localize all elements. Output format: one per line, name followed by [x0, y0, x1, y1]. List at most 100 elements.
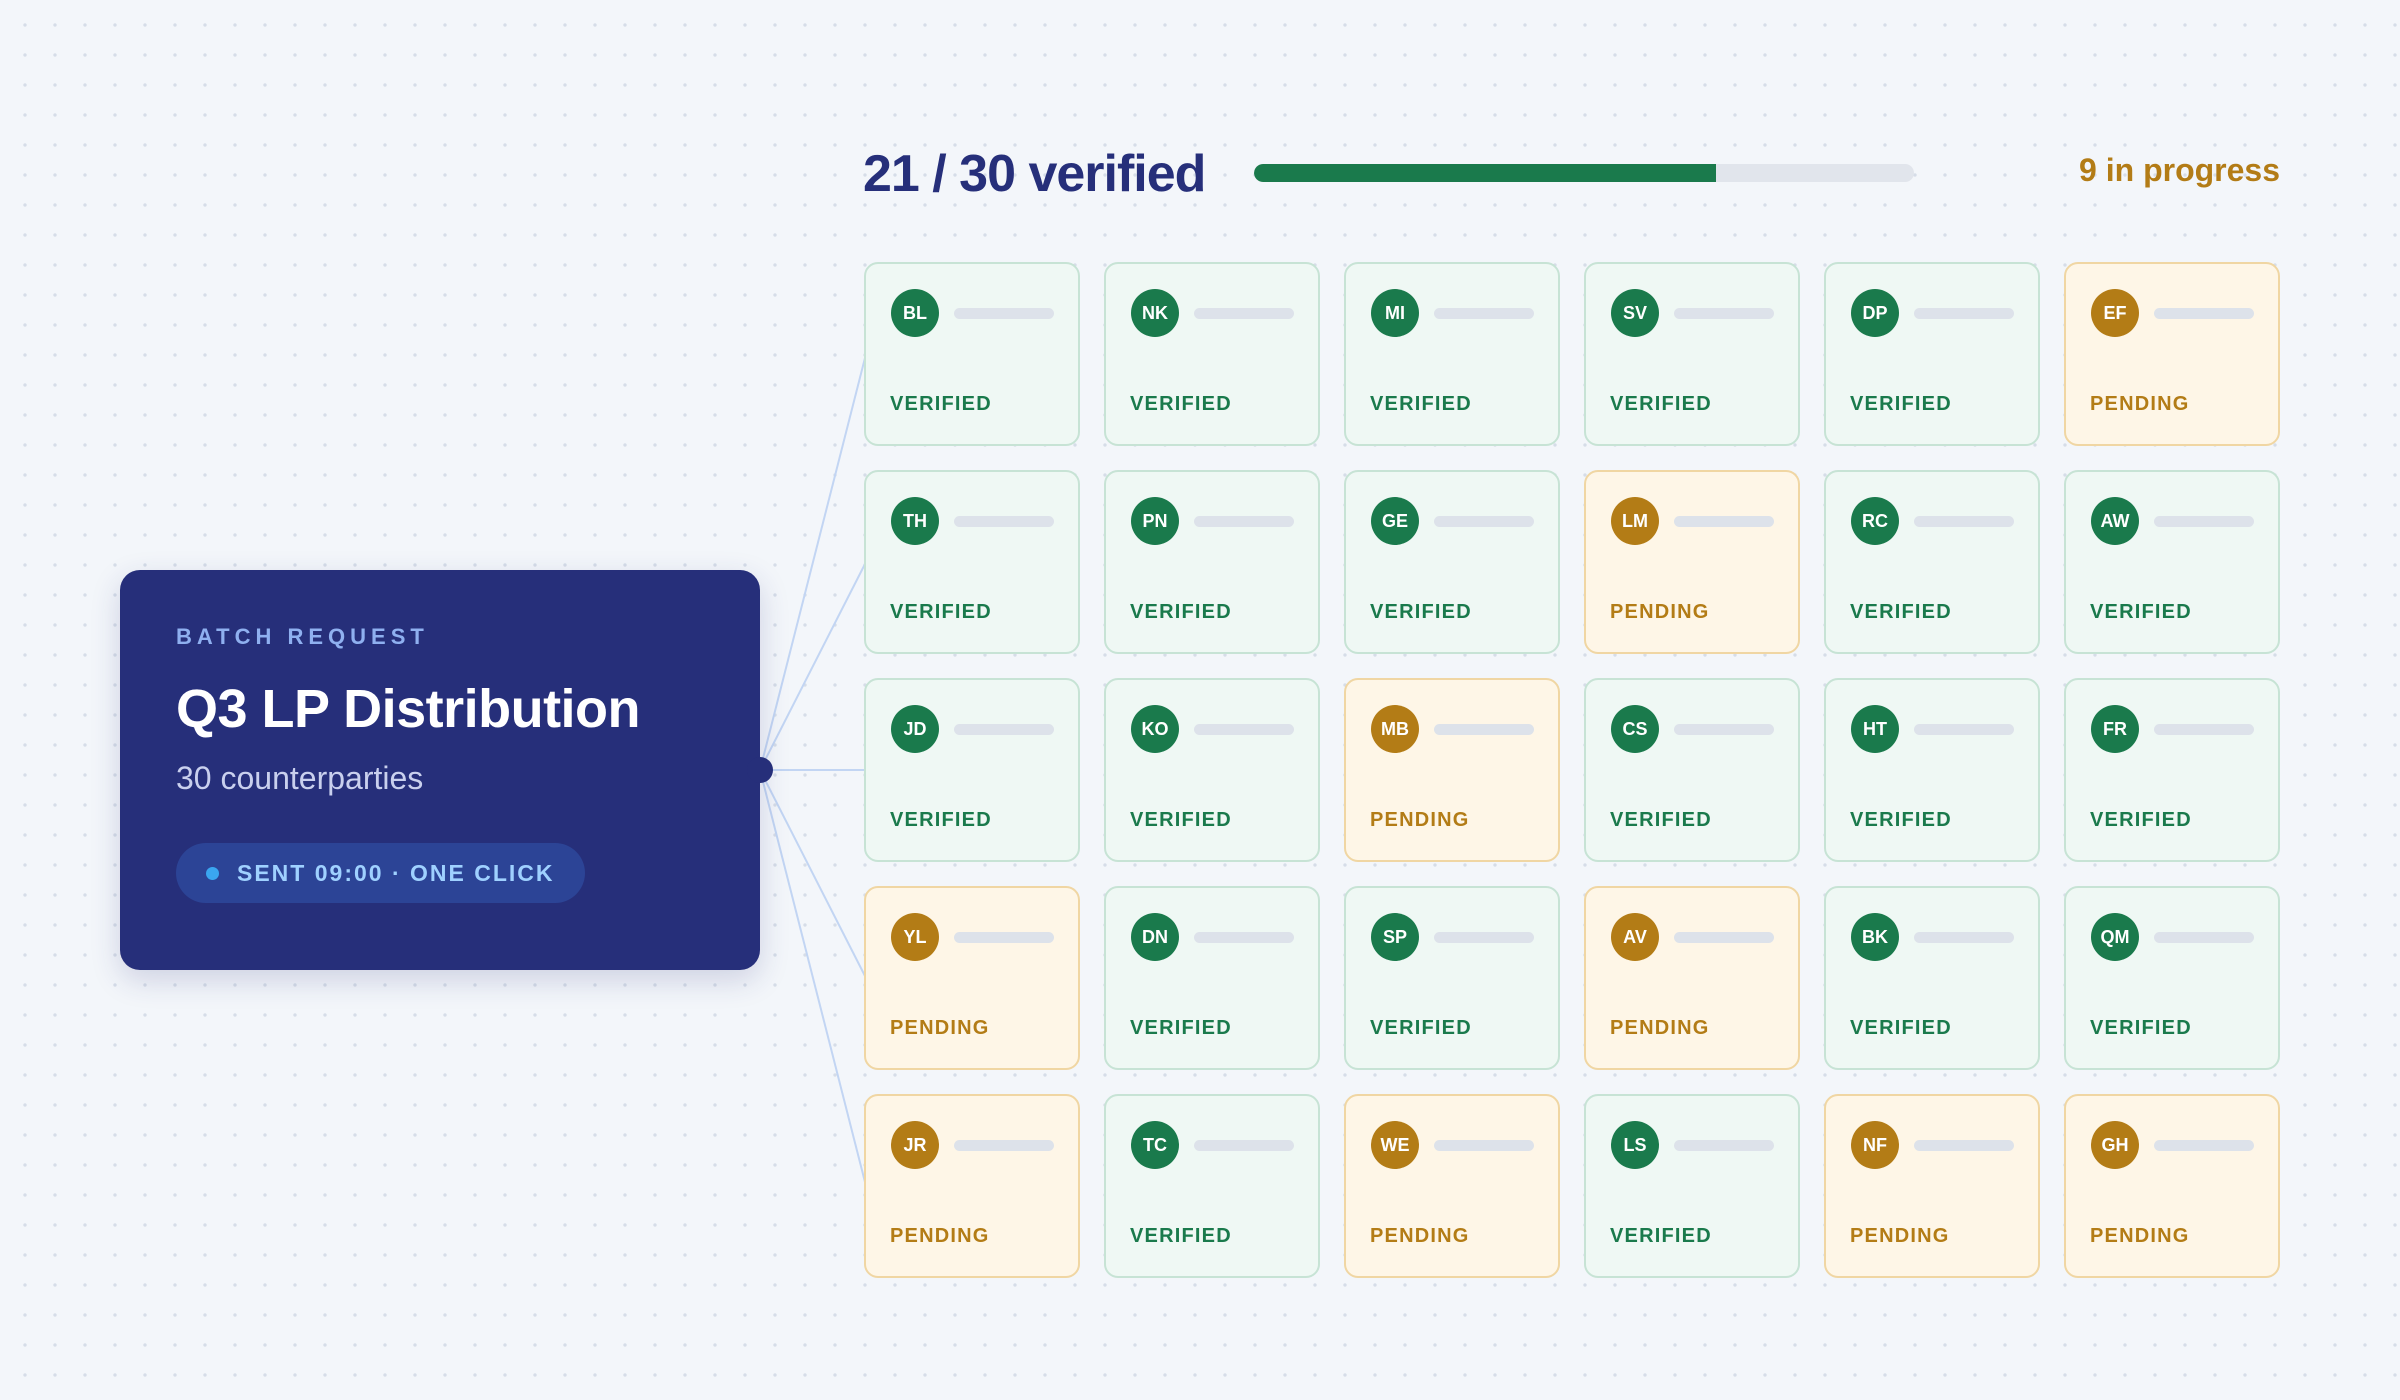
sent-status-text: SENT 09:00 · ONE CLICK — [237, 859, 555, 886]
name-placeholder-line — [1194, 516, 1294, 527]
counterparty-tile[interactable]: FR VERIFIED — [2064, 678, 2280, 862]
counterparty-tile[interactable]: RC VERIFIED — [1824, 470, 2040, 654]
name-placeholder-line — [2154, 516, 2254, 527]
counterparty-tile[interactable]: AV PENDING — [1584, 886, 1800, 1070]
batch-request-card[interactable]: BATCH REQUEST Q3 LP Distribution 30 coun… — [120, 570, 760, 970]
name-placeholder-line — [1914, 932, 2014, 943]
sent-status-pill: SENT 09:00 · ONE CLICK — [176, 843, 585, 903]
status-badge: PENDING — [890, 1225, 990, 1247]
avatar: BL — [891, 289, 939, 337]
counterparty-tile[interactable]: MB PENDING — [1344, 678, 1560, 862]
name-placeholder-line — [1194, 308, 1294, 319]
name-placeholder-line — [1674, 1140, 1774, 1151]
in-progress-count: 9 in progress — [2079, 152, 2280, 188]
avatar: AV — [1611, 913, 1659, 961]
counterparty-tile[interactable]: SP VERIFIED — [1344, 886, 1560, 1070]
counterparty-tile[interactable]: JR PENDING — [864, 1094, 1080, 1278]
verified-count-summary: 21 / 30 verified — [863, 145, 1206, 203]
counterparty-tile[interactable]: EF PENDING — [2064, 262, 2280, 446]
connector-line-row-1 — [759, 353, 867, 771]
avatar: NK — [1131, 289, 1179, 337]
batch-subtitle: 30 counterparties — [176, 760, 424, 796]
name-placeholder-line — [1674, 724, 1774, 735]
counterparty-tile[interactable]: AW VERIFIED — [2064, 470, 2280, 654]
counterparty-tile[interactable]: CS VERIFIED — [1584, 678, 1800, 862]
connector-line-row-2 — [759, 561, 867, 771]
status-badge: VERIFIED — [2090, 809, 2192, 831]
avatar: CS — [1611, 705, 1659, 753]
counterparty-tile[interactable]: JD VERIFIED — [864, 678, 1080, 862]
status-badge: VERIFIED — [890, 809, 992, 831]
status-badge: VERIFIED — [1850, 393, 1952, 415]
counterparty-tile[interactable]: DN VERIFIED — [1104, 886, 1320, 1070]
connector-line-row-4 — [759, 769, 867, 979]
counterparty-tile[interactable]: MI VERIFIED — [1344, 262, 1560, 446]
avatar: JR — [891, 1121, 939, 1169]
avatar: BK — [1851, 913, 1899, 961]
name-placeholder-line — [1194, 932, 1294, 943]
name-placeholder-line — [1434, 308, 1534, 319]
name-placeholder-line — [1194, 724, 1294, 735]
status-badge: PENDING — [2090, 393, 2190, 415]
status-badge: VERIFIED — [1610, 393, 1712, 415]
status-badge: VERIFIED — [1130, 1017, 1232, 1039]
name-placeholder-line — [1434, 516, 1534, 527]
counterparty-tile[interactable]: DP VERIFIED — [1824, 262, 2040, 446]
counterparty-tile[interactable]: GE VERIFIED — [1344, 470, 1560, 654]
batch-connector-node — [747, 757, 773, 783]
name-placeholder-line — [954, 1140, 1054, 1151]
counterparty-tile[interactable]: LS VERIFIED — [1584, 1094, 1800, 1278]
status-badge: VERIFIED — [1850, 809, 1952, 831]
avatar: TH — [891, 497, 939, 545]
counterparty-tile[interactable]: TH VERIFIED — [864, 470, 1080, 654]
status-badge: VERIFIED — [1850, 601, 1952, 623]
name-placeholder-line — [1434, 932, 1534, 943]
status-badge: VERIFIED — [1370, 393, 1472, 415]
name-placeholder-line — [1914, 516, 2014, 527]
counterparty-tile[interactable]: NF PENDING — [1824, 1094, 2040, 1278]
counterparty-tile[interactable]: SV VERIFIED — [1584, 262, 1800, 446]
name-placeholder-line — [954, 516, 1054, 527]
counterparty-tile[interactable]: BK VERIFIED — [1824, 886, 2040, 1070]
status-badge: VERIFIED — [2090, 1017, 2192, 1039]
avatar: NF — [1851, 1121, 1899, 1169]
counterparty-tile[interactable]: WE PENDING — [1344, 1094, 1560, 1278]
name-placeholder-line — [954, 308, 1054, 319]
connector-line-row-5 — [759, 769, 867, 1187]
counterparty-tile[interactable]: KO VERIFIED — [1104, 678, 1320, 862]
avatar: MB — [1371, 705, 1419, 753]
avatar: LS — [1611, 1121, 1659, 1169]
status-badge: PENDING — [1610, 601, 1710, 623]
avatar: PN — [1131, 497, 1179, 545]
counterparty-tile[interactable]: LM PENDING — [1584, 470, 1800, 654]
name-placeholder-line — [2154, 308, 2254, 319]
name-placeholder-line — [954, 724, 1054, 735]
batch-title: Q3 LP Distribution — [176, 679, 641, 739]
name-placeholder-line — [1194, 1140, 1294, 1151]
counterparty-tile[interactable]: YL PENDING — [864, 886, 1080, 1070]
status-badge: VERIFIED — [1610, 809, 1712, 831]
name-placeholder-line — [1914, 1140, 2014, 1151]
counterparty-tile[interactable]: QM VERIFIED — [2064, 886, 2280, 1070]
avatar: TC — [1131, 1121, 1179, 1169]
status-badge: VERIFIED — [1130, 601, 1232, 623]
counterparty-tile[interactable]: TC VERIFIED — [1104, 1094, 1320, 1278]
name-placeholder-line — [2154, 932, 2254, 943]
counterparty-grid: BL VERIFIED NK VERIFIED MI VERIFIED SV VERIFIED… — [864, 262, 2280, 1278]
counterparty-tile[interactable]: GH PENDING — [2064, 1094, 2280, 1278]
counterparty-tile[interactable]: BL VERIFIED — [864, 262, 1080, 446]
name-placeholder-line — [1434, 724, 1534, 735]
counterparty-tile[interactable]: NK VERIFIED — [1104, 262, 1320, 446]
avatar: SP — [1371, 913, 1419, 961]
batch-eyebrow-label: BATCH REQUEST — [176, 624, 429, 649]
counterparty-tile[interactable]: HT VERIFIED — [1824, 678, 2040, 862]
counterparty-tile[interactable]: PN VERIFIED — [1104, 470, 1320, 654]
avatar: SV — [1611, 289, 1659, 337]
name-placeholder-line — [1674, 932, 1774, 943]
status-badge: VERIFIED — [2090, 601, 2192, 623]
status-badge: VERIFIED — [1130, 1225, 1232, 1247]
avatar: FR — [2091, 705, 2139, 753]
avatar: QM — [2091, 913, 2139, 961]
status-badge: PENDING — [1370, 1225, 1470, 1247]
status-badge: PENDING — [890, 1017, 990, 1039]
